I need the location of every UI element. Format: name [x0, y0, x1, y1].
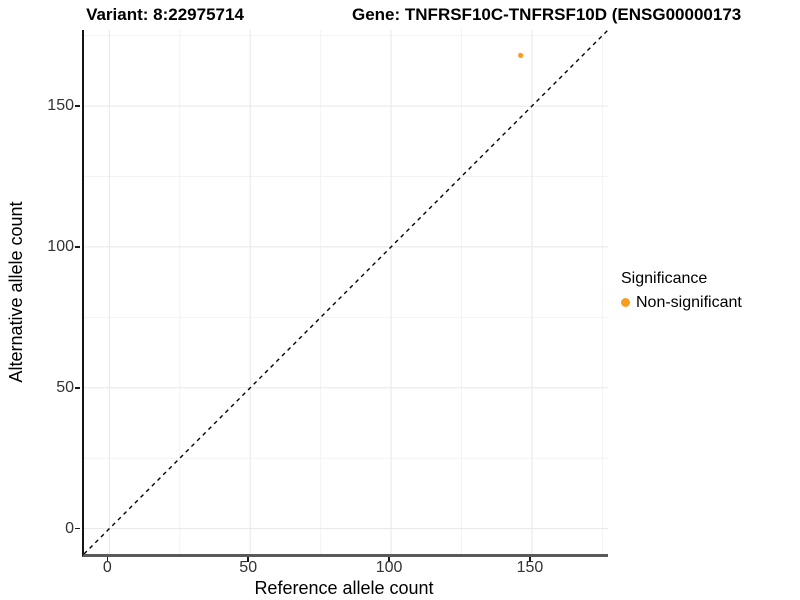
gene-title: Gene: TNFRSF10C-TNFRSF10D (ENSG00000173 [352, 5, 742, 24]
y-tick-label: 50 [56, 378, 74, 396]
y-tick-label: 150 [47, 97, 74, 115]
y-tick-label: 0 [65, 519, 74, 537]
x-tick-mark [247, 557, 249, 562]
x-tick-label: 150 [516, 559, 544, 576]
legend-item: Non-significant [621, 293, 742, 312]
legend-point-swatch [621, 298, 630, 307]
legend-item-label: Non-significant [636, 294, 742, 311]
x-axis-title: Reference allele count [254, 578, 434, 598]
variant-title: Variant: 8:22975714 [86, 5, 244, 24]
y-tick-mark [75, 527, 80, 530]
y-tick-mark [75, 105, 80, 107]
y-tick-label: 100 [47, 237, 74, 255]
y-axis-title: Alternative allele count [6, 201, 26, 383]
identity-line [84, 30, 608, 554]
y-tick-mark [75, 387, 80, 389]
x-tick-mark [529, 557, 531, 562]
scatter-plot-canvas [84, 30, 608, 554]
x-tick-label: 100 [375, 559, 403, 576]
legend: Significance Non-significant [621, 269, 742, 312]
legend-title: Significance [621, 270, 708, 287]
data-point [518, 52, 524, 58]
x-tick-label: 0 [102, 559, 112, 576]
x-tick-mark [388, 557, 390, 562]
plot-panel [82, 30, 608, 557]
x-tick-mark [106, 557, 109, 562]
x-tick-label: 50 [239, 559, 258, 576]
y-tick-mark [75, 246, 80, 248]
